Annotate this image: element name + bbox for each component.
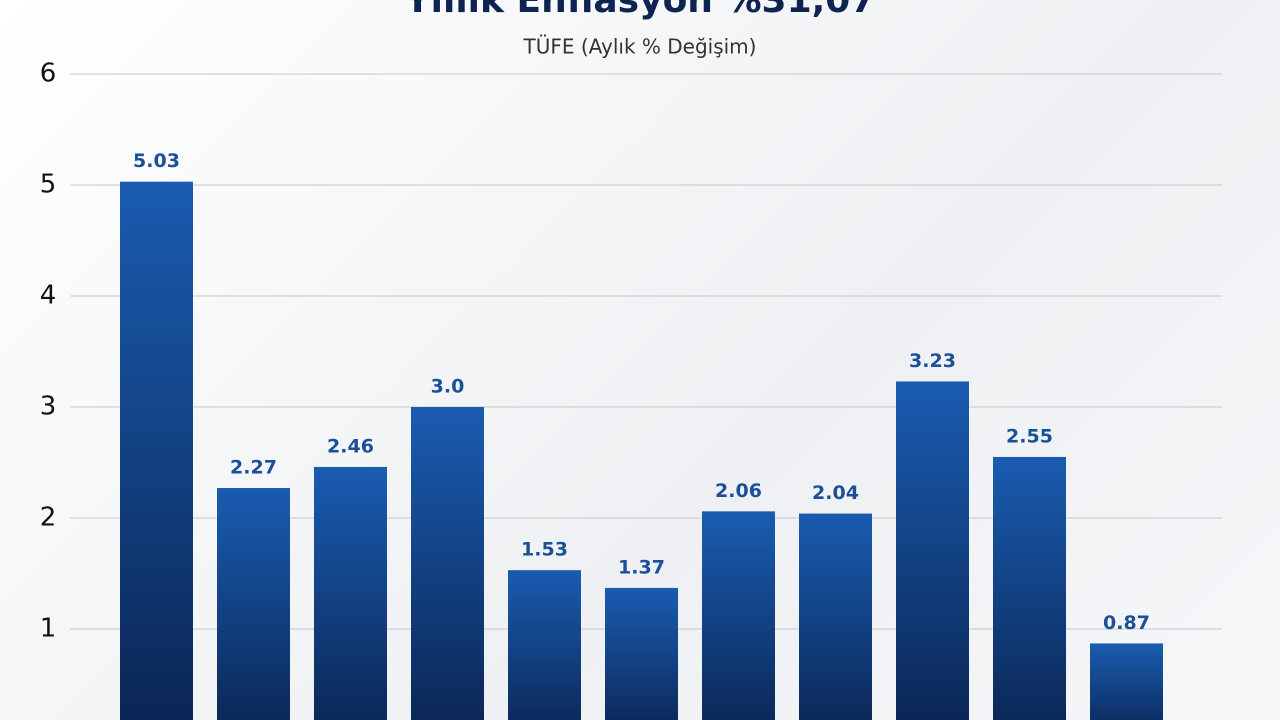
bar [120, 181, 193, 720]
chart-title: Yıllık Enflasyon %31,07 [404, 0, 876, 21]
value-label: 0.87 [1103, 612, 1150, 634]
bar [508, 570, 581, 720]
bar [799, 513, 872, 720]
y-tick-label: 5 [40, 170, 57, 200]
value-label: 2.55 [1006, 425, 1053, 447]
bar [1090, 643, 1163, 720]
value-label: 2.04 [812, 482, 859, 504]
value-label: 5.03 [133, 150, 180, 172]
y-tick-label: 3 [40, 392, 57, 422]
chart-subtitle: TÜFE (Aylık % Değişim) [523, 35, 757, 59]
y-tick-label: 2 [40, 503, 57, 533]
bar [605, 587, 678, 720]
bar [896, 381, 969, 720]
bar [314, 466, 387, 720]
value-label: 1.53 [521, 539, 568, 561]
bar [411, 407, 484, 720]
value-label: 2.46 [327, 435, 374, 457]
value-label: 3.23 [909, 350, 956, 372]
y-tick-label: 6 [40, 59, 57, 89]
bar [702, 511, 775, 720]
value-label: 2.27 [230, 457, 277, 479]
bar [217, 488, 290, 720]
value-label: 3.0 [431, 376, 465, 398]
value-label: 2.06 [715, 480, 762, 502]
value-label: 1.37 [618, 556, 665, 578]
bar [993, 456, 1066, 720]
y-tick-label: 4 [40, 281, 57, 311]
y-tick-label: 1 [40, 614, 57, 644]
